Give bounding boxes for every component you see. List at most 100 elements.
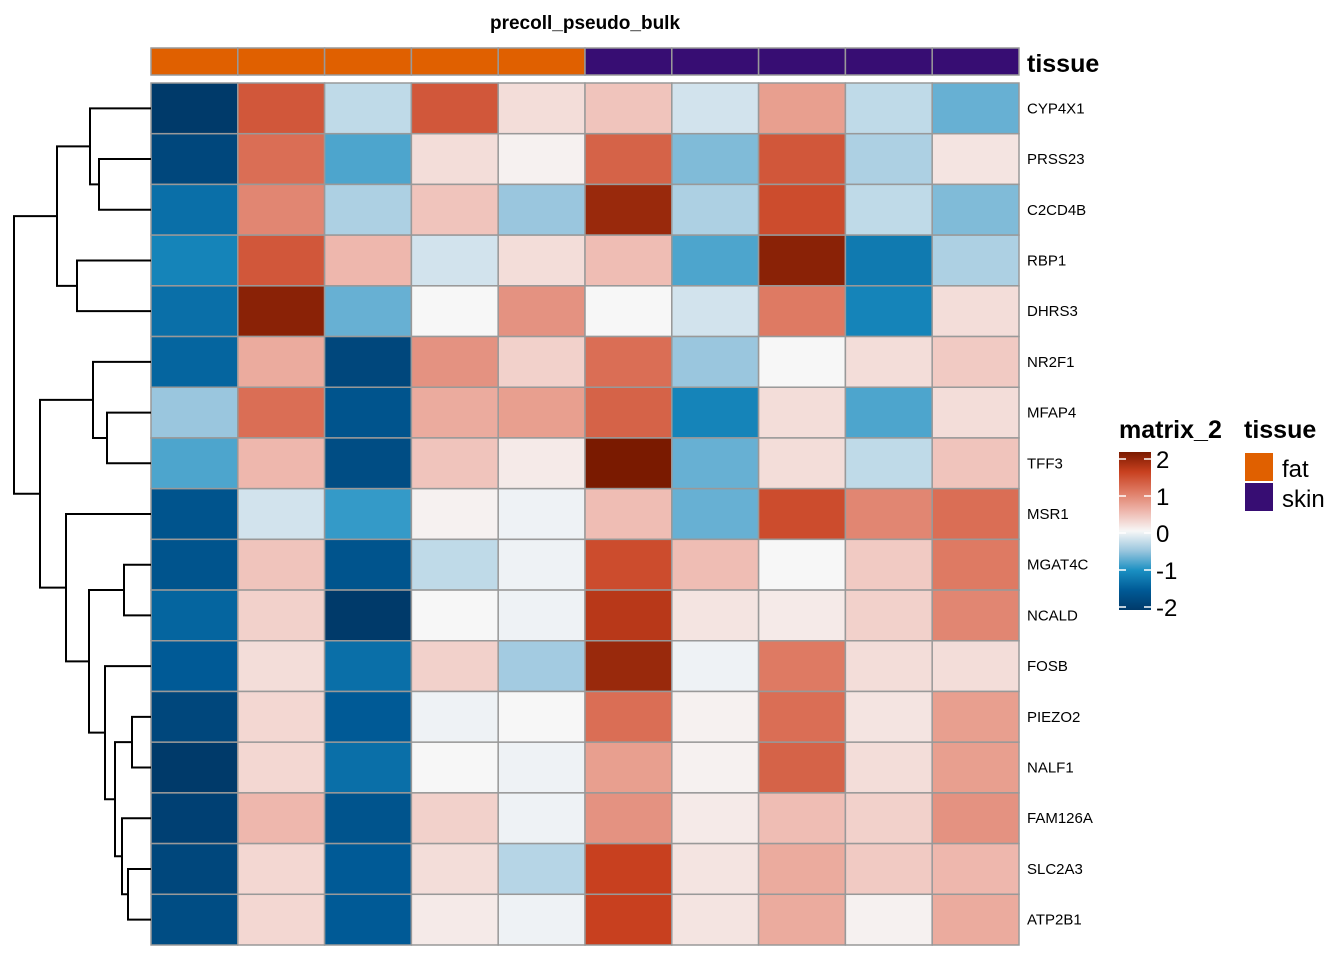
heatmap-cell	[757, 690, 847, 743]
heatmap-cell	[931, 183, 1020, 236]
heatmap-cell	[931, 589, 1020, 642]
heatmap-cell	[150, 538, 239, 591]
heatmap-cell	[410, 690, 499, 743]
heatmap-cell	[323, 183, 413, 236]
heatmap-cell	[410, 234, 499, 287]
tissue-legend: tissue fat skin	[1244, 416, 1325, 513]
heatmap-cell	[757, 893, 847, 946]
heatmap-cell	[757, 842, 847, 896]
heatmap-cell	[323, 285, 413, 338]
heatmap-cell	[757, 792, 847, 845]
row-label: NR2F1	[1027, 354, 1075, 371]
annotation-bar	[150, 47, 1020, 76]
heatmap-cell	[323, 741, 413, 794]
heatmap-cell	[497, 893, 586, 946]
heatmap-cell	[584, 386, 673, 439]
heatmap-cell	[150, 690, 239, 743]
tissue-legend-title: tissue	[1244, 416, 1316, 444]
heatmap-cell	[844, 741, 933, 794]
heatmap-cell	[844, 640, 933, 693]
heatmap-cell	[237, 487, 326, 541]
heatmap-cell	[497, 386, 586, 439]
heatmap-cell	[584, 234, 673, 287]
row-label: ATP2B1	[1027, 912, 1082, 929]
dendrogram-branch	[76, 259, 151, 313]
heatmap-cell	[931, 538, 1020, 591]
heatmap-cell	[584, 132, 673, 186]
heatmap-cell	[931, 234, 1020, 287]
heatmap-cell	[150, 741, 239, 794]
heatmap-cell	[584, 741, 673, 794]
heatmap-cell	[671, 183, 760, 236]
heatmap-cell	[497, 234, 586, 287]
heatmap-cell	[931, 842, 1020, 896]
heatmap-cell	[150, 893, 239, 946]
heatmap-cell	[323, 437, 413, 490]
annotation-cell-skin	[757, 47, 847, 76]
row-label: NALF1	[1027, 760, 1074, 777]
heatmap-cell	[410, 82, 499, 135]
dendrogram-branch	[92, 360, 151, 439]
annotation-cell-fat	[150, 47, 239, 76]
heatmap-cell	[757, 640, 847, 693]
heatmap-cell	[584, 842, 673, 896]
heatmap-cell	[150, 335, 239, 388]
heatmap-cell	[237, 437, 326, 490]
heatmap-cell	[844, 842, 933, 896]
heatmap-cell	[410, 285, 499, 338]
heatmap-cell	[584, 487, 673, 541]
heatmap-cell	[410, 640, 499, 693]
heatmap-cell	[931, 487, 1020, 541]
heatmap-cell	[323, 792, 413, 845]
heatmap-cell	[323, 893, 413, 946]
heatmap-cell	[757, 538, 847, 591]
heatmap-cell	[237, 285, 326, 338]
row-label: CYP4X1	[1027, 100, 1085, 117]
heatmap-cell	[671, 285, 760, 338]
heatmap-cell	[150, 386, 239, 439]
heatmap-cell	[323, 234, 413, 287]
heatmap-cell	[671, 132, 760, 186]
heatmap-cell	[237, 690, 326, 743]
heatmap-cell	[757, 285, 847, 338]
heatmap-cell	[323, 386, 413, 439]
heatmap-cell	[671, 792, 760, 845]
dendrogram-branch	[104, 665, 151, 801]
dendrogram-branch	[65, 513, 151, 663]
heatmap-cell	[410, 183, 499, 236]
heatmap-cell	[584, 589, 673, 642]
heatmap-cell	[584, 538, 673, 591]
heatmap-cell	[410, 335, 499, 388]
row-label: SLC2A3	[1027, 861, 1083, 878]
heatmap-cell	[410, 538, 499, 591]
dendrogram-branch	[13, 215, 57, 495]
heatmap-cell	[931, 82, 1020, 135]
heatmap-cell	[237, 183, 326, 236]
heatmap-cell	[844, 82, 933, 135]
heatmap-cell	[931, 640, 1020, 693]
heatmap-cell	[323, 335, 413, 388]
heatmap-cell	[584, 893, 673, 946]
color-legend-title: matrix_2	[1119, 416, 1222, 444]
heatmap-cell	[584, 640, 673, 693]
dendrogram-branch	[121, 817, 151, 896]
heatmap-cell	[410, 792, 499, 845]
color-legend: matrix_2 2 1 0 -1 -2	[1119, 416, 1222, 622]
annotation-label: tissue	[1027, 50, 1099, 78]
legend-swatch-skin	[1245, 483, 1273, 511]
heatmap-cell	[671, 335, 760, 388]
heatmap-cell	[410, 589, 499, 642]
heatmap-cell	[844, 893, 933, 946]
heatmap-cell	[323, 132, 413, 186]
heatmap-cell	[671, 690, 760, 743]
row-label: C2CD4B	[1027, 202, 1086, 219]
heatmap-cell	[497, 538, 586, 591]
dendrogram-branch	[123, 563, 151, 617]
heatmap-cell	[931, 893, 1020, 946]
legend-label-skin: skin	[1282, 486, 1325, 513]
heatmap-cell	[757, 234, 847, 287]
heatmap-cell	[237, 234, 326, 287]
chart-title: precoll_pseudo_bulk	[490, 13, 680, 34]
dendrogram-branch	[98, 158, 151, 211]
heatmap-cell	[497, 82, 586, 135]
